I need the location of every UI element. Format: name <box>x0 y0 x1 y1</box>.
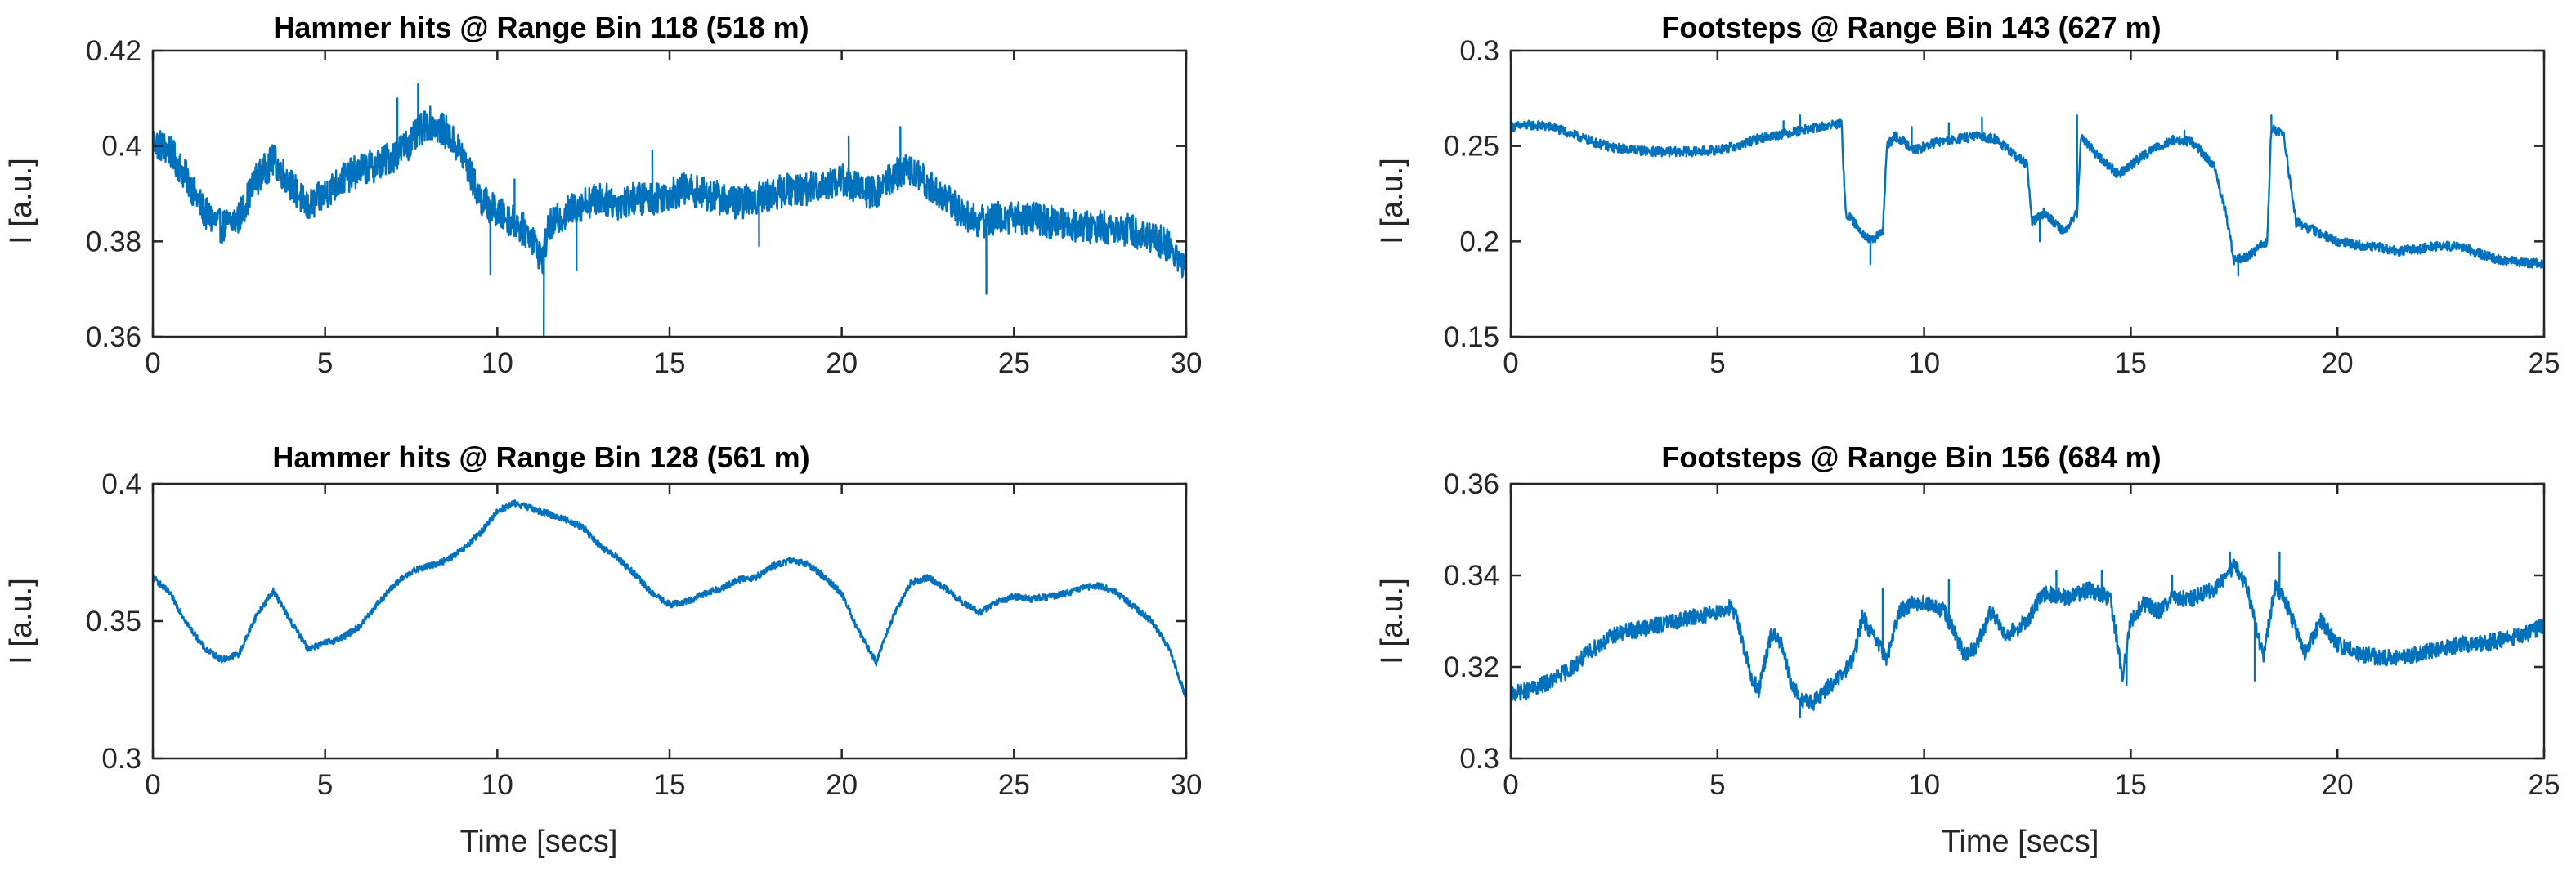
subplot-title: Hammer hits @ Range Bin 128 (561 m) <box>272 440 809 474</box>
subplot-title: Footsteps @ Range Bin 156 (684 m) <box>1661 440 2161 474</box>
y-axis-label: I [a.u.] <box>1375 578 1409 664</box>
axes-frame <box>1509 49 2546 338</box>
y-tick-label: 0.42 <box>86 35 141 67</box>
y-tick-label: 0.32 <box>1444 651 1499 683</box>
y-tick-label: 0.4 <box>101 131 141 163</box>
y-tick-label: 0.4 <box>101 468 141 500</box>
series-line <box>153 83 1186 337</box>
x-tick-label: 25 <box>998 347 1030 379</box>
series-line <box>1511 551 2544 718</box>
x-tick-label: 20 <box>826 769 858 801</box>
y-tick-label: 0.3 <box>1459 35 1499 67</box>
x-tick-label: 10 <box>482 347 513 379</box>
x-tick-label: 25 <box>2529 769 2560 801</box>
x-tick-label: 0 <box>145 769 160 801</box>
series-line <box>153 499 1186 699</box>
y-tick-label: 0.3 <box>101 743 141 775</box>
series-line <box>1511 114 2544 277</box>
x-tick-label: 15 <box>2115 347 2147 379</box>
x-axis-label: Time [secs] <box>460 825 618 859</box>
axes-frame <box>151 482 1188 760</box>
x-tick-label: 25 <box>998 769 1030 801</box>
x-tick-label: 30 <box>1171 347 1203 379</box>
y-tick-label: 0.38 <box>86 226 141 257</box>
y-tick-label: 0.25 <box>1444 131 1499 163</box>
subplot-footsteps-bin-156: Footsteps @ Range Bin 156 (684 m) I [a.u… <box>1375 440 2560 859</box>
y-tick-label: 0.35 <box>86 606 141 637</box>
x-tick-label: 5 <box>1709 347 1725 379</box>
subplot-hammer-bin-118: Hammer hits @ Range Bin 118 (518 m) I [a… <box>4 11 1202 379</box>
x-tick-label: 0 <box>145 347 160 379</box>
x-tick-label: 30 <box>1171 769 1203 801</box>
x-tick-label: 5 <box>317 347 333 379</box>
subplot-footsteps-bin-143: Footsteps @ Range Bin 143 (627 m) I [a.u… <box>1375 11 2560 379</box>
x-tick-label: 20 <box>2322 347 2354 379</box>
subplot-title: Hammer hits @ Range Bin 118 (518 m) <box>273 11 809 44</box>
x-tick-label: 15 <box>2115 769 2147 801</box>
x-tick-label: 15 <box>654 347 686 379</box>
x-tick-label: 20 <box>2322 769 2354 801</box>
y-tick-label: 0.15 <box>1444 321 1499 353</box>
y-axis-label: I [a.u.] <box>4 158 38 244</box>
x-tick-label: 5 <box>1709 769 1725 801</box>
subplot-hammer-bin-128: Hammer hits @ Range Bin 128 (561 m) I [a… <box>4 440 1202 859</box>
x-tick-label: 10 <box>1908 347 1940 379</box>
y-axis-label: I [a.u.] <box>4 578 38 664</box>
x-tick-label: 10 <box>1908 769 1940 801</box>
y-tick-label: 0.36 <box>1444 468 1499 500</box>
x-tick-label: 0 <box>1503 347 1518 379</box>
x-tick-label: 10 <box>482 769 513 801</box>
x-tick-label: 20 <box>826 347 858 379</box>
axes-frame <box>1509 482 2546 760</box>
x-tick-label: 15 <box>654 769 686 801</box>
y-tick-label: 0.34 <box>1444 560 1499 592</box>
y-tick-label: 0.36 <box>86 321 141 353</box>
y-axis-label: I [a.u.] <box>1375 158 1409 244</box>
x-tick-label: 0 <box>1503 769 1518 801</box>
x-axis-label: Time [secs] <box>1942 825 2099 859</box>
x-tick-label: 5 <box>317 769 333 801</box>
y-tick-label: 0.3 <box>1459 743 1499 775</box>
subplot-title: Footsteps @ Range Bin 143 (627 m) <box>1661 11 2161 44</box>
x-tick-label: 25 <box>2529 347 2560 379</box>
y-tick-label: 0.2 <box>1459 226 1499 257</box>
